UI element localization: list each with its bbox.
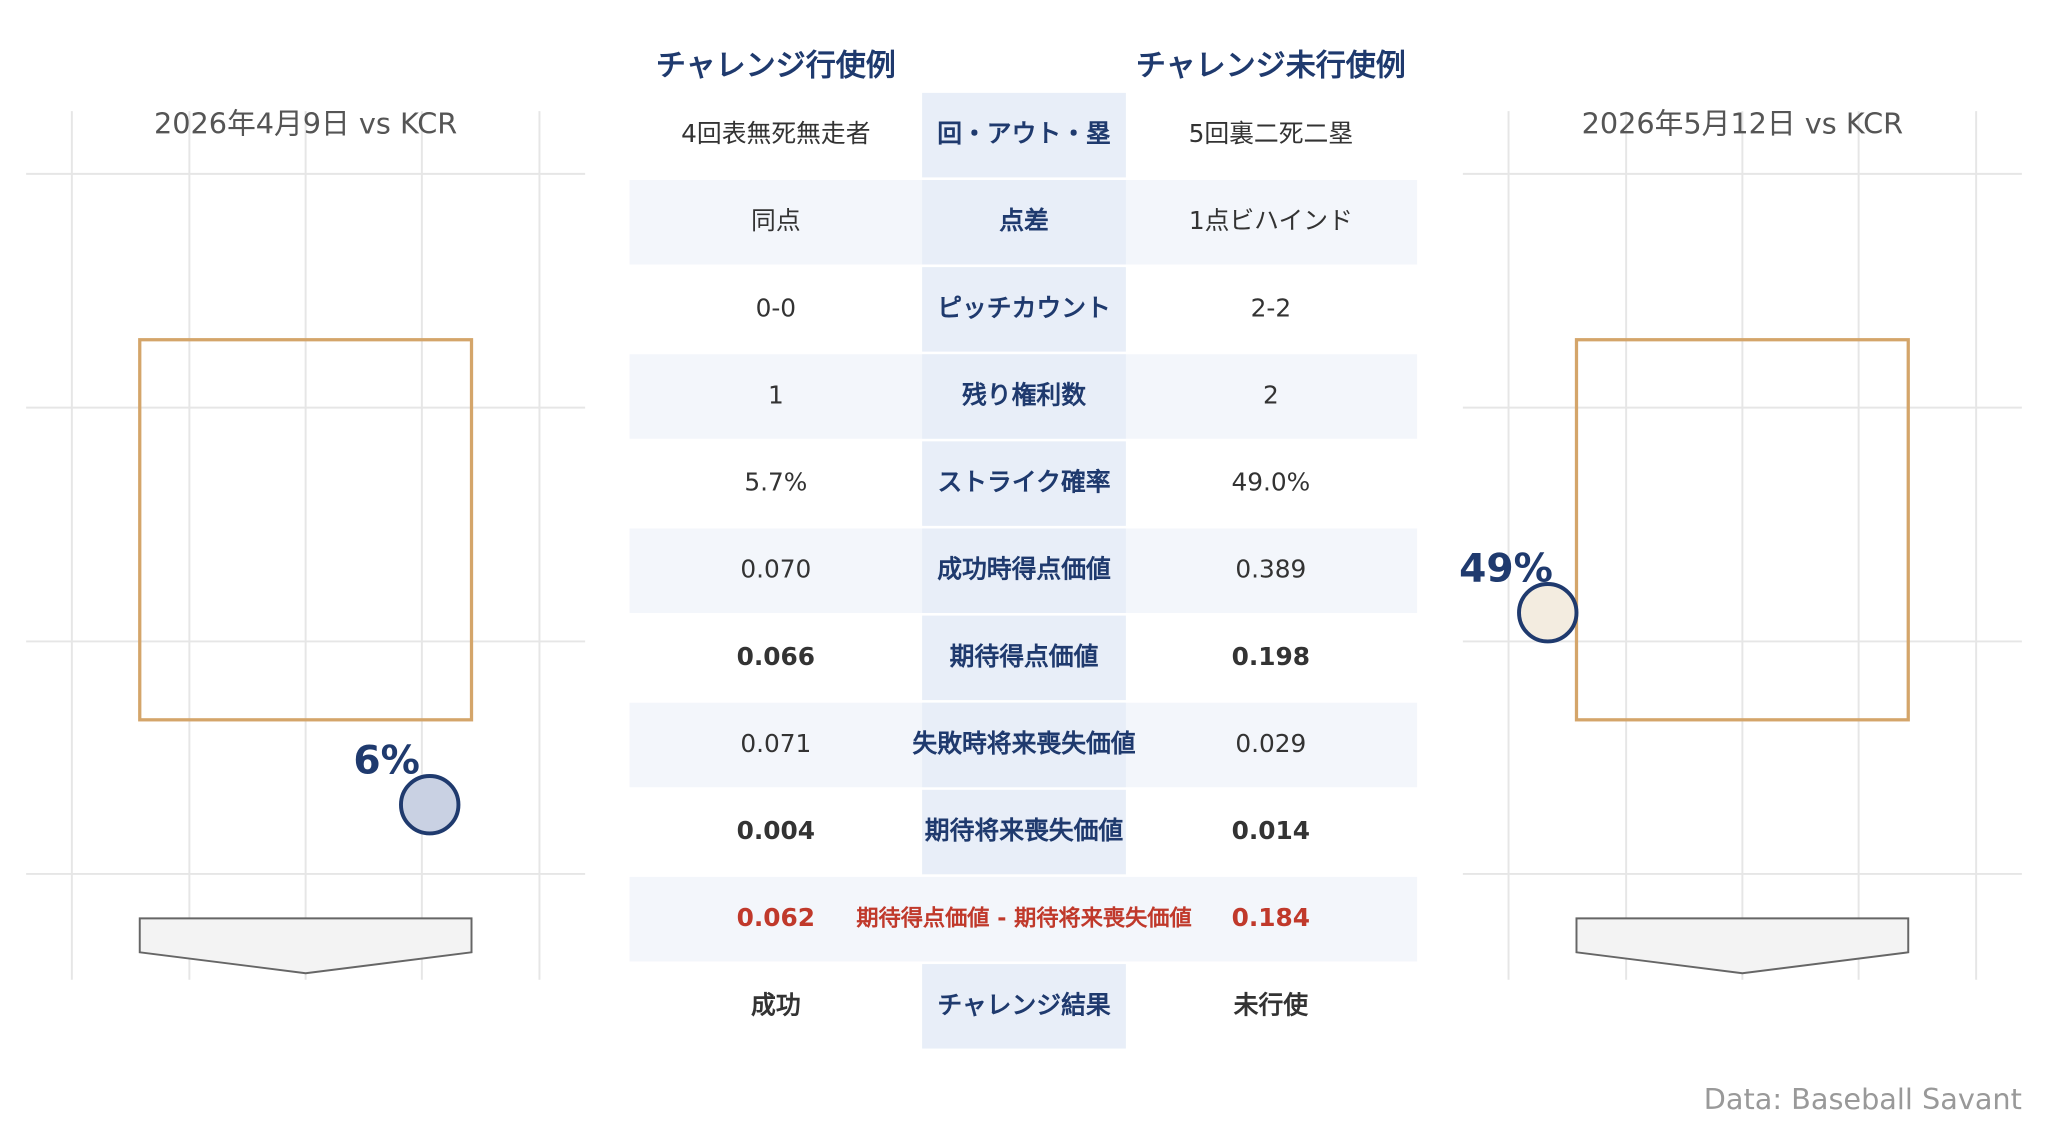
pitch-point <box>399 774 461 836</box>
cell-label: 期待将来喪失価値 <box>925 816 1124 845</box>
cell-right: 2 <box>1263 380 1279 409</box>
cell-label: 点差 <box>999 206 1049 235</box>
cell-left: 0.062 <box>737 903 815 932</box>
cell-left: 同点 <box>751 206 801 235</box>
label-cell <box>922 702 1126 788</box>
cell-right: 0.029 <box>1235 729 1306 758</box>
cell-label: 残り権利数 <box>962 380 1086 409</box>
cell-label: 回・アウト・塁 <box>937 119 1111 148</box>
row-band <box>629 876 1418 962</box>
label-cell <box>922 789 1126 875</box>
cell-label: チャレンジ結果 <box>937 990 1111 1019</box>
label-cell <box>922 92 1126 178</box>
cell-right: 2-2 <box>1251 293 1292 322</box>
cell-right: 0.014 <box>1232 816 1310 845</box>
label-cell <box>922 354 1126 439</box>
cell-right: 1点ビハインド <box>1189 206 1353 235</box>
home-plate <box>138 917 473 975</box>
cell-right: 49.0% <box>1231 468 1310 497</box>
cell-left: 0.066 <box>737 642 815 671</box>
label-cell <box>922 179 1126 265</box>
header-left: チャレンジ行使例 <box>656 48 896 83</box>
cell-label: 失敗時将来喪失価値 <box>912 729 1135 758</box>
label-cell <box>922 528 1126 613</box>
cell-left: 0.070 <box>740 555 811 584</box>
cell-left: 0.071 <box>740 729 811 758</box>
pitch-label: 49% <box>1459 546 1553 591</box>
panel-title: 2026年5月12日 vs KCR <box>1582 107 1904 141</box>
label-cell <box>922 615 1126 701</box>
panel-title: 2026年4月9日 vs KCR <box>154 107 457 141</box>
home-plate <box>1575 917 1910 975</box>
cell-label: 期待得点価値 <box>950 642 1099 671</box>
cell-left: 0.004 <box>737 816 815 845</box>
cell-left: 1 <box>768 380 784 409</box>
label-cell <box>922 964 1126 1049</box>
cell-right: 未行使 <box>1234 990 1309 1019</box>
cell-label: ストライク確率 <box>937 468 1110 497</box>
label-cell <box>922 441 1126 526</box>
cell-right: 0.184 <box>1232 903 1310 932</box>
cell-label: 成功時得点価値 <box>937 555 1111 584</box>
label-cell <box>922 267 1126 352</box>
header-right: チャレンジ未行使例 <box>1136 48 1406 83</box>
strike-zone <box>1574 338 1910 722</box>
cell-right: 5回裏二死二塁 <box>1189 119 1354 148</box>
source: Data: Baseball Savant <box>1704 1082 2022 1116</box>
strike-zone <box>138 338 474 722</box>
cell-label: ピッチカウント <box>937 293 1111 322</box>
pitch-label: 6% <box>353 738 420 783</box>
cell-right: 0.389 <box>1235 555 1306 584</box>
cell-left: 5.7% <box>744 468 807 497</box>
cell-right: 0.198 <box>1232 642 1310 671</box>
cell-left: 0-0 <box>756 293 797 322</box>
cell-left: 4回表無死無走者 <box>681 119 870 148</box>
cell-label: 期待得点価値 - 期待将来喪失価値 <box>856 905 1191 932</box>
cell-left: 成功 <box>751 990 801 1019</box>
pitch-point <box>1517 582 1579 644</box>
